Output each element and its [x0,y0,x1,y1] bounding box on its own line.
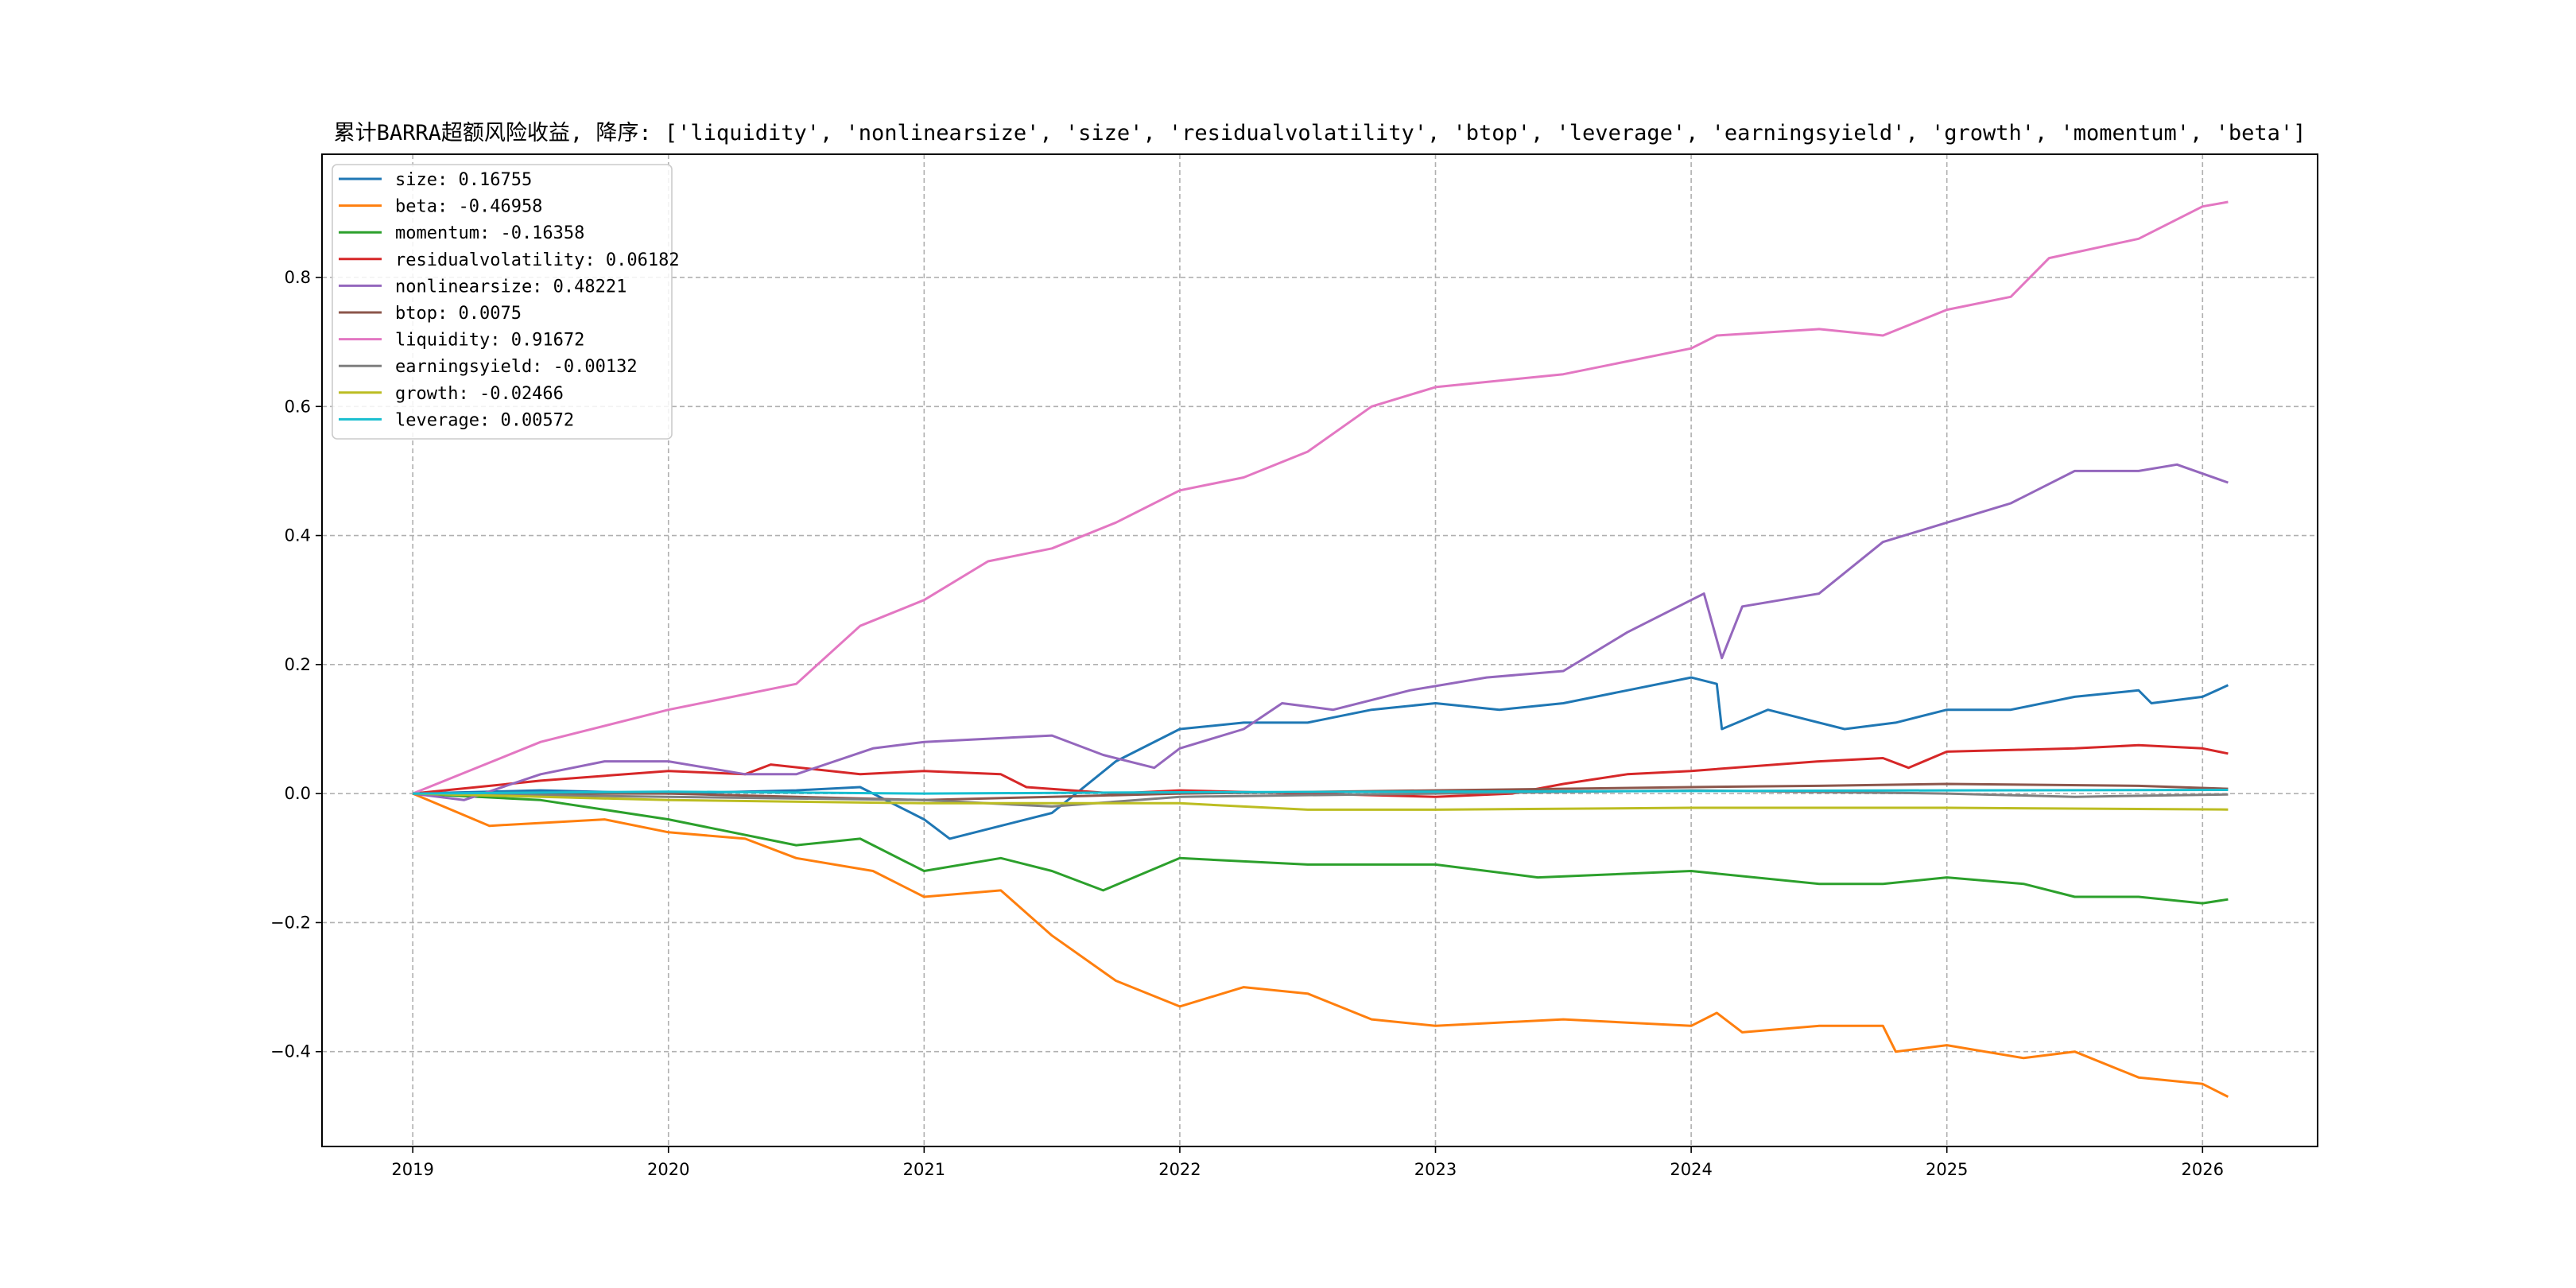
series-line-leverage [413,789,2229,795]
legend-label-momentum: momentum: -0.16358 [395,223,584,243]
legend-label-earningsyield: earningsyield: -0.00132 [395,357,638,377]
series-line-liquidity [412,200,2229,795]
legend-label-nonlinearsize: nonlinearsize: 0.48221 [395,277,627,297]
axes-frame [321,153,2318,1147]
x-tick-label: 2019 [391,1160,433,1179]
y-tick-label: 0.8 [285,268,311,287]
series-line-earningsyield [413,789,2229,808]
series-line-beta [412,792,2229,1098]
series-line-nonlinearsize [413,463,2229,801]
x-tick-label: 2025 [1926,1160,1968,1179]
y-tick-label: 0.6 [285,397,311,416]
series-line-momentum [413,792,2229,905]
legend-label-residualvolatility: residualvolatility: 0.06182 [395,250,680,270]
legend-box [332,164,673,440]
legend-label-btop: btop: 0.0075 [395,304,522,324]
legend-label-liquidity: liquidity: 0.91672 [395,331,584,351]
x-tick-label: 2026 [2182,1160,2224,1179]
y-tick-label: −0.4 [270,1042,311,1061]
series-line-size [413,676,2229,840]
legend-label-beta: beta: -0.46958 [395,197,542,217]
legend-label-growth: growth: -0.02466 [395,384,564,404]
x-tick-label: 2023 [1414,1160,1457,1179]
y-tick-label: 0.4 [285,526,311,545]
series-lines [412,200,2229,1098]
x-tick-label: 2022 [1158,1160,1201,1179]
chart-title: 累计BARRA超额风险收益, 降序: ['liquidity', 'nonlin… [334,121,2306,145]
legend-label-size: size: 0.16755 [395,170,532,190]
y-tick-label: −0.2 [270,913,311,932]
x-tick-label: 2024 [1670,1160,1712,1179]
y-tick-label: 0.0 [285,784,311,803]
y-tick-label: 0.2 [285,655,311,674]
legend-label-leverage: leverage: 0.00572 [395,410,574,430]
x-tick-label: 2021 [903,1160,945,1179]
legend: size: 0.16755 beta: -0.46958 momentum: -0.… [332,164,680,440]
x-tick-label: 2020 [647,1160,689,1179]
series-line-residualvolatility [413,743,2229,798]
axis-ticks: 2019 2020 2021 2022 2023 2024 2025 2026 −0.4 −0.2… [270,268,2224,1179]
series-line-growth [413,792,2229,811]
